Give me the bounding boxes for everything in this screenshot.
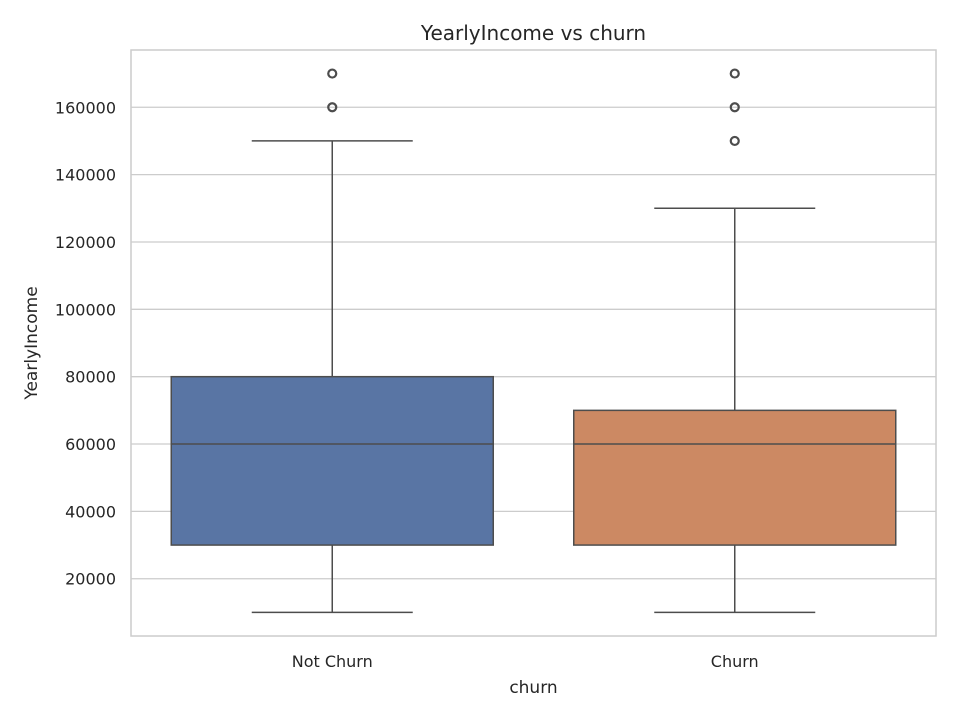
outlier-point [729, 102, 740, 113]
y-tick-label: 140000 [55, 166, 116, 185]
box-group [573, 68, 897, 614]
x-tick-label: Not Churn [292, 652, 373, 671]
y-tick-label: 160000 [55, 98, 116, 117]
outlier-point [729, 68, 740, 79]
plot-frame [130, 49, 937, 637]
y-axis-label: YearlyIncome [22, 286, 42, 400]
x-axis-label: churn [509, 678, 557, 698]
y-tick-label: 20000 [65, 570, 116, 589]
outlier-point [327, 102, 338, 113]
box-iqr [170, 375, 494, 546]
tick-labels: 20000 40000 60000 80000 100000 120000 140000 16… [55, 98, 759, 671]
y-tick-label: 120000 [55, 233, 116, 252]
box-iqr [573, 409, 897, 546]
y-tick-label: 80000 [65, 368, 116, 387]
x-tick-label: Churn [711, 652, 759, 671]
outlier-point [729, 135, 740, 147]
y-tick-label: 40000 [65, 502, 116, 521]
y-tick-label: 100000 [55, 300, 116, 319]
box-group [170, 68, 494, 614]
y-tick-label: 60000 [65, 435, 116, 454]
chart-title: YearlyIncome vs churn [420, 21, 646, 45]
boxes-layer [170, 68, 897, 614]
outlier-point [327, 68, 338, 79]
